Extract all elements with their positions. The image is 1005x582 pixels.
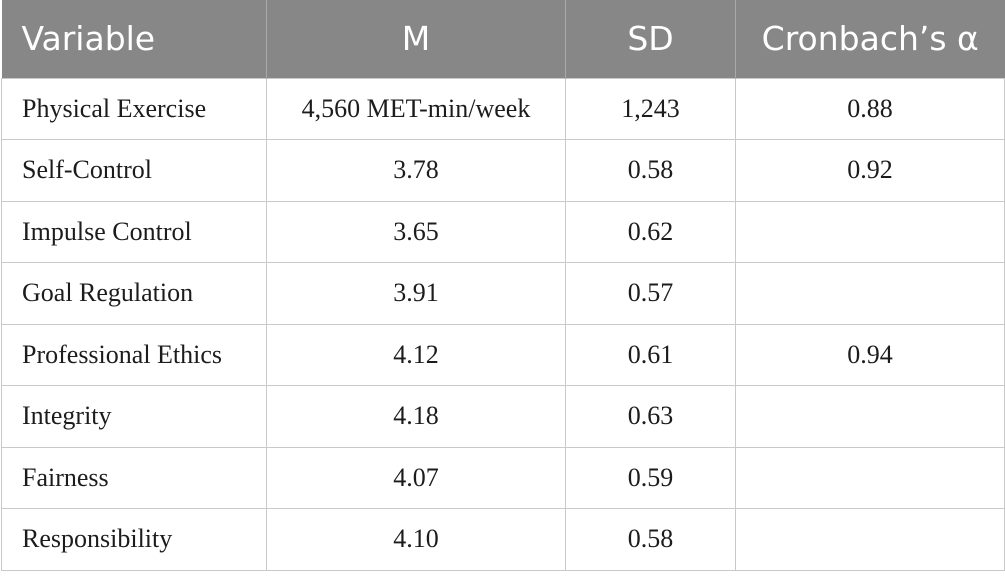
cell-sd: 1,243	[565, 77, 736, 140]
cell-mean: 4.18	[266, 385, 566, 448]
header-row: Variable M SD Cronbach’s α	[1, 0, 1005, 78]
cell-variable: Impulse Control	[1, 200, 267, 263]
cell-alpha: 0.92	[735, 139, 1005, 202]
cell-sd: 0.63	[565, 385, 736, 448]
table-row: Goal Regulation 3.91 0.57	[1, 262, 1005, 325]
cell-variable: Self-Control	[1, 139, 267, 202]
cell-mean: 4,560 MET-min/week	[266, 77, 566, 140]
cell-alpha	[735, 385, 1005, 448]
cell-alpha	[735, 262, 1005, 325]
cell-sd: 0.59	[565, 446, 736, 509]
table-row: Fairness 4.07 0.59	[1, 446, 1005, 509]
cell-variable: Professional Ethics	[1, 323, 267, 386]
cell-mean: 4.10	[266, 508, 566, 571]
header-variable: Variable	[21, 19, 156, 59]
table-row: Physical Exercise 4,560 MET-min/week 1,2…	[1, 77, 1005, 140]
cell-mean: 4.12	[266, 323, 566, 386]
cell-mean: 3.91	[266, 262, 566, 325]
cell-sd: 0.58	[565, 139, 736, 202]
cell-alpha	[735, 200, 1005, 263]
cell-variable: Integrity	[1, 385, 267, 448]
table-row: Impulse Control 3.65 0.62	[1, 200, 1005, 263]
table-row: Integrity 4.18 0.63	[1, 385, 1005, 448]
table-row: Self-Control 3.78 0.58 0.92	[1, 139, 1005, 202]
cell-variable: Goal Regulation	[1, 262, 267, 325]
cell-alpha: 0.94	[735, 323, 1005, 386]
cell-mean: 3.65	[266, 200, 566, 263]
cell-sd: 0.61	[565, 323, 736, 386]
table-body: Physical Exercise 4,560 MET-min/week 1,2…	[1, 77, 1005, 571]
cell-sd: 0.58	[565, 508, 736, 571]
table-row: Professional Ethics 4.12 0.61 0.94	[1, 323, 1005, 386]
cell-mean: 4.07	[266, 446, 566, 509]
cell-sd: 0.57	[565, 262, 736, 325]
cell-sd: 0.62	[565, 200, 736, 263]
cell-mean: 3.78	[266, 139, 566, 202]
header-sd: SD	[565, 0, 736, 78]
cell-variable: Physical Exercise	[1, 77, 267, 140]
cell-variable: Fairness	[1, 446, 267, 509]
cell-alpha	[735, 508, 1005, 571]
table-row: Responsibility 4.10 0.58	[1, 508, 1005, 571]
header-mean: M	[266, 0, 566, 78]
header-cronbach-alpha: Cronbach’s α	[735, 0, 1005, 78]
cell-alpha	[735, 446, 1005, 509]
cell-alpha: 0.88	[735, 77, 1005, 140]
cell-variable: Responsibility	[1, 508, 267, 571]
table-header: Variable M SD Cronbach’s α	[1, 0, 1005, 78]
